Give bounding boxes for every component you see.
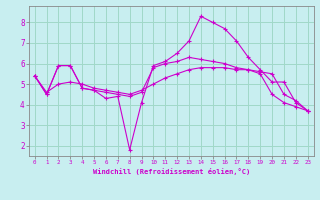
X-axis label: Windchill (Refroidissement éolien,°C): Windchill (Refroidissement éolien,°C) bbox=[92, 168, 250, 175]
